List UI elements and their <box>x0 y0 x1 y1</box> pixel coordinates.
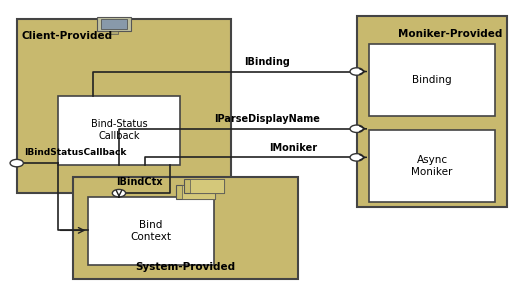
FancyBboxPatch shape <box>357 16 507 208</box>
Text: IBinding: IBinding <box>244 57 290 67</box>
FancyBboxPatch shape <box>110 31 118 34</box>
FancyBboxPatch shape <box>17 18 231 193</box>
FancyBboxPatch shape <box>185 179 224 193</box>
Circle shape <box>10 160 23 167</box>
Circle shape <box>350 154 363 161</box>
Text: System-Provided: System-Provided <box>135 262 235 272</box>
FancyBboxPatch shape <box>73 177 298 279</box>
Text: Async
Moniker: Async Moniker <box>411 155 453 177</box>
Text: Binding: Binding <box>412 75 452 85</box>
FancyBboxPatch shape <box>97 16 131 32</box>
Text: Client-Provided: Client-Provided <box>22 32 113 41</box>
Circle shape <box>350 68 363 75</box>
Text: Moniker-Provided: Moniker-Provided <box>398 29 502 38</box>
Text: IParseDisplayName: IParseDisplayName <box>214 114 320 125</box>
FancyBboxPatch shape <box>190 179 224 193</box>
FancyBboxPatch shape <box>370 130 494 202</box>
Text: Bind-Status
Callback: Bind-Status Callback <box>90 119 148 141</box>
FancyBboxPatch shape <box>88 197 213 265</box>
FancyBboxPatch shape <box>182 185 215 199</box>
Text: Bind
Context: Bind Context <box>131 220 172 242</box>
FancyBboxPatch shape <box>176 185 215 199</box>
Text: IBindStatusCallback: IBindStatusCallback <box>24 148 127 158</box>
Text: IMoniker: IMoniker <box>269 143 317 153</box>
Text: IBindCtx: IBindCtx <box>116 177 163 188</box>
FancyBboxPatch shape <box>101 19 127 29</box>
FancyBboxPatch shape <box>370 44 494 116</box>
FancyBboxPatch shape <box>58 96 180 164</box>
Circle shape <box>113 189 125 197</box>
Circle shape <box>350 125 363 132</box>
